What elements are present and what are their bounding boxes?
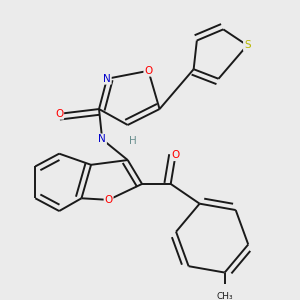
Text: S: S bbox=[244, 40, 250, 50]
Text: O: O bbox=[104, 195, 113, 205]
Text: N: N bbox=[98, 134, 106, 144]
Text: O: O bbox=[144, 66, 152, 76]
Text: O: O bbox=[171, 150, 180, 160]
Text: CH₃: CH₃ bbox=[216, 292, 233, 300]
Text: O: O bbox=[55, 109, 63, 119]
Text: N: N bbox=[103, 74, 111, 84]
Text: H: H bbox=[129, 136, 136, 146]
